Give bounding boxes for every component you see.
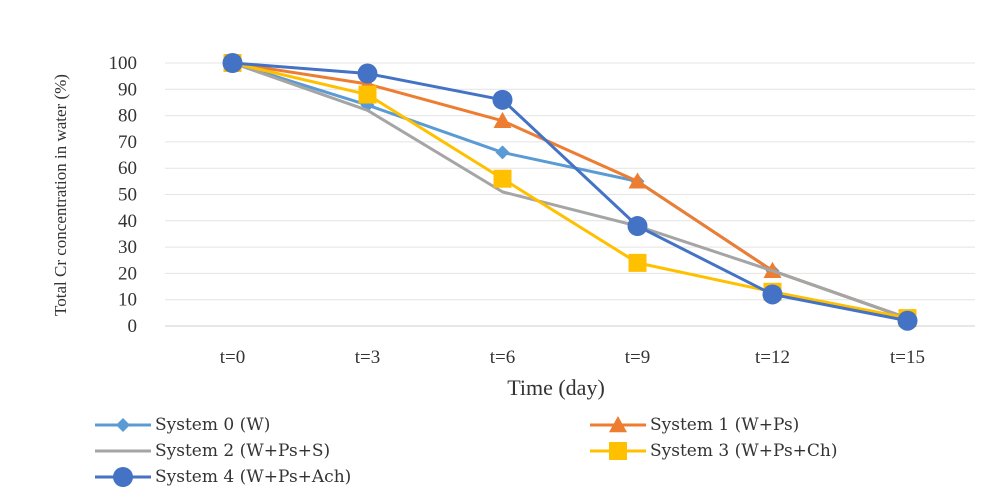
legend-label: System 1 (W+Ps) — [650, 415, 799, 435]
legend-item: System 2 (W+Ps+S) — [95, 441, 330, 461]
y-tick-label: 80 — [118, 106, 137, 127]
legend: System 0 (W) System 1 (W+Ps) System 2 (W+P… — [95, 415, 838, 487]
data-point — [495, 145, 510, 160]
data-point — [113, 467, 133, 487]
y-tick-label: 100 — [109, 53, 138, 74]
legend-label: System 3 (W+Ps+Ch) — [650, 441, 838, 461]
x-tick-label: t=12 — [755, 347, 790, 368]
data-point — [628, 172, 647, 189]
x-tick-label: t=15 — [890, 347, 925, 368]
data-point — [222, 53, 243, 73]
y-tick-label: 70 — [118, 132, 137, 153]
data-point — [357, 63, 378, 84]
y-tick-label: 10 — [118, 290, 137, 311]
legend-item: System 1 (W+Ps) — [590, 415, 799, 435]
y-tick-label: 50 — [118, 185, 137, 206]
legend-item: System 3 (W+Ps+Ch) — [590, 441, 838, 461]
data-point — [493, 169, 512, 188]
x-axis-title: Time (day) — [507, 375, 605, 400]
y-tick-label: 0 — [128, 316, 138, 337]
data-point — [358, 85, 377, 104]
x-tick-label: t=9 — [625, 347, 651, 368]
x-axis-ticks: t=0 t=3 t=6 t=9 t=12 t=15 — [220, 347, 925, 368]
data-point — [627, 216, 648, 237]
data-point — [897, 310, 918, 331]
data-point — [762, 284, 783, 305]
data-point — [628, 253, 647, 272]
series-2 — [232, 61, 908, 320]
x-tick-label: t=6 — [490, 347, 516, 368]
legend-item: System 0 (W) — [95, 415, 270, 435]
series-line — [232, 61, 908, 320]
series-line — [232, 61, 908, 320]
legend-label: System 2 (W+Ps+S) — [155, 441, 330, 461]
y-tick-label: 40 — [118, 211, 137, 232]
legend-label: System 4 (W+Ps+Ach) — [155, 467, 351, 487]
y-tick-label: 20 — [118, 263, 137, 284]
data-point — [609, 416, 627, 433]
data-point — [493, 111, 512, 129]
series-4 — [222, 53, 918, 331]
y-axis-title: Total Cr concentration in water (%) — [51, 74, 70, 316]
x-tick-label: t=3 — [355, 347, 381, 368]
data-point — [116, 418, 130, 432]
y-tick-label: 90 — [118, 79, 137, 100]
y-tick-label: 30 — [118, 237, 137, 258]
series-line — [232, 61, 908, 323]
legend-item: System 4 (W+Ps+Ach) — [95, 467, 351, 487]
data-point — [492, 89, 513, 110]
y-axis-ticks: 0 10 20 30 40 50 60 70 80 90 100 — [109, 53, 138, 337]
legend-label: System 0 (W) — [155, 415, 270, 435]
series-lines — [222, 53, 918, 331]
data-point — [609, 442, 627, 460]
y-tick-label: 60 — [118, 158, 137, 179]
x-tick-label: t=0 — [220, 347, 246, 368]
